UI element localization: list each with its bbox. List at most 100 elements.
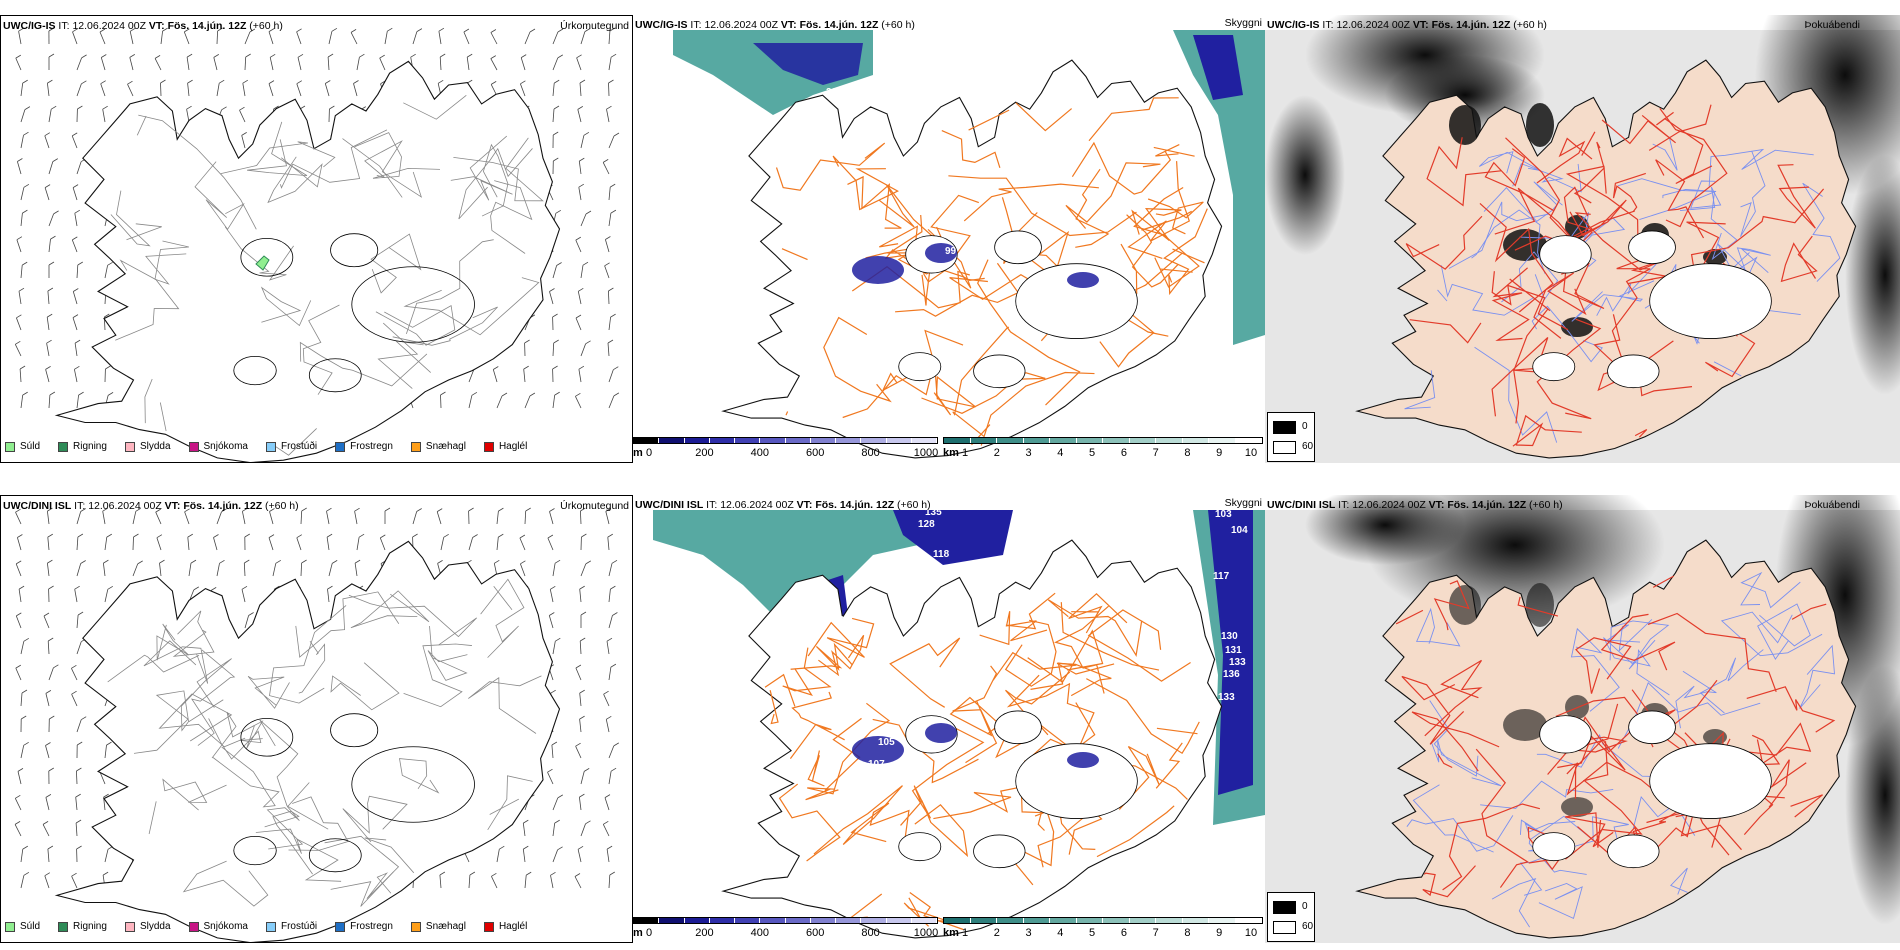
precip-legend-item: Haglél xyxy=(483,441,528,452)
low-ceiling-patches xyxy=(852,723,1099,768)
precip-type-panel-bottom: UWC/DINI ISL IT: 12.06.2024 00Z VT: Fös.… xyxy=(0,495,633,943)
cloud-base-label: 133 xyxy=(1218,692,1235,703)
low-ceiling-patches xyxy=(852,243,1099,288)
precip-legend-item: Snjókoma xyxy=(188,921,248,932)
iceland-coastline xyxy=(721,539,1223,939)
cloud-base-label: 104 xyxy=(1231,525,1248,536)
legend-label: Haglél xyxy=(498,921,528,932)
precip-legend-item: Slydda xyxy=(124,921,171,932)
cloud-base-label: 92 xyxy=(815,117,827,128)
fog-panel-top: UWC/IG-IS IT: 12.06.2024 00Z VT: Fös. 14… xyxy=(1265,15,1900,463)
cloud-base-label: 133 xyxy=(1229,657,1246,668)
legend-label: Frostúði xyxy=(280,921,318,932)
colorbar-tick: 4 xyxy=(1057,927,1064,939)
colorbar-tick: 400 xyxy=(750,927,769,939)
cloud-base-label: 103 xyxy=(1215,509,1232,520)
panel-header: UWC/DINI ISL IT: 12.06.2024 00Z VT: Fös.… xyxy=(3,500,299,512)
legend-swatch xyxy=(124,441,135,452)
colorbar-unit: m xyxy=(633,927,643,939)
precip-legend-item: Haglél xyxy=(483,921,528,932)
legend-swatch xyxy=(410,441,421,452)
colorbar-tick: 7 xyxy=(1152,447,1159,459)
legend-swatch xyxy=(188,441,199,452)
panel-header: UWC/IG-IS IT: 12.06.2024 00Z VT: Fös. 14… xyxy=(635,19,915,31)
colorbar-tick: 5 xyxy=(1089,447,1096,459)
precip-legend-item: Snæhagl xyxy=(410,441,466,452)
colorbar-tick: 200 xyxy=(695,447,714,459)
colorbar-tick: 2 xyxy=(993,447,1000,459)
panel-title: Skyggni xyxy=(1224,17,1262,29)
legend-label: Rigning xyxy=(73,441,107,452)
colorbar-tick: 2 xyxy=(993,927,1000,939)
colorbar-tick: 800 xyxy=(861,447,880,459)
cloud-base-label: 133 xyxy=(891,52,908,63)
cloud-base-label: 89 xyxy=(1111,57,1123,68)
colorbar-unit: km xyxy=(943,447,959,459)
cloud-base-label: 43 xyxy=(853,249,865,260)
legend-label: Súld xyxy=(20,441,41,452)
cloud-base-label: 118 xyxy=(933,549,950,560)
visibility-map-bottom: 1351281181031041171301311331361331071051… xyxy=(653,507,1265,939)
panel-title: Úrkomutegund xyxy=(560,20,629,32)
colorbar-unit: m xyxy=(633,447,643,459)
legend-swatch xyxy=(335,441,346,452)
fog-panel-bottom: UWC/DINI ISL IT: 12.06.2024 00Z VT: Fös.… xyxy=(1265,495,1900,943)
panel-header: UWC/DINI ISL IT: 12.06.2024 00Z VT: Fös.… xyxy=(1267,499,1563,511)
panel-header: UWC/IG-IS IT: 12.06.2024 00Z VT: Fös. 14… xyxy=(3,20,283,32)
colorbar-tick: 10 xyxy=(1244,927,1258,939)
colorbar-tick: 0 xyxy=(645,447,653,459)
fog-map-top xyxy=(1265,15,1900,463)
visibility-colorbar: km 1 2 3 4 5 6 7 8 9 10 xyxy=(943,437,1263,459)
low-ceiling-area xyxy=(753,43,863,85)
visibility-panel-bottom: 135 128 118 103 104 117 130 131 133 136 133 107 105 1… xyxy=(633,495,1265,943)
iceland-coastline xyxy=(721,59,1223,459)
precip-legend-item: Snjókoma xyxy=(188,441,248,452)
colorbar-tick: 10 xyxy=(1244,447,1258,459)
legend-label: Snæhagl xyxy=(425,921,466,932)
legend-swatch xyxy=(265,441,276,452)
fog-inland xyxy=(1449,583,1727,817)
visibility-panel-top: 122 133 89 260 92 745 43 99 UWC/IG-IS IT: 12.06… xyxy=(633,15,1265,463)
precip-legend-item: Frostúði xyxy=(265,921,318,932)
precip-type-panel-top: UWC/IG-IS IT: 12.06.2024 00Z VT: Fös. 14… xyxy=(0,15,633,463)
glacier-outlines xyxy=(233,713,475,873)
legend-swatch xyxy=(58,441,69,452)
precip-legend: Súld Rigning Slydda Snjókoma Frostúði Frostre… xyxy=(5,921,541,932)
colorbar-tick: 1 xyxy=(961,927,969,939)
colorbar-unit: km xyxy=(943,927,959,939)
colorbar-tick: 8 xyxy=(1184,447,1191,459)
legend-label: Haglél xyxy=(498,441,528,452)
iceland-coastline xyxy=(54,60,561,462)
precip-legend-item: Súld xyxy=(5,441,40,452)
low-visibility-sea xyxy=(673,30,1265,345)
cloud-base-label: 116 xyxy=(803,625,820,636)
legend-label: Frostúði xyxy=(280,441,318,452)
iceland-coastline xyxy=(1355,59,1857,459)
legend-swatch xyxy=(483,921,494,932)
colorbar-tick: 3 xyxy=(1025,447,1032,459)
cloud-base-label: 99 xyxy=(945,246,957,257)
precip-legend-item: Frostúði xyxy=(265,441,318,452)
cloud-base-label: 128 xyxy=(918,519,935,530)
road-network xyxy=(107,578,542,907)
visibility-colorbar: km 1 2 3 4 5 6 7 8 9 10 xyxy=(943,917,1263,939)
glacier-outlines xyxy=(1532,230,1772,389)
colorbar-tick: 3 xyxy=(1025,927,1032,939)
ceiling-colorbar: m 0 200 400 600 800 1000 xyxy=(633,437,938,459)
cloud-base-label: 136 xyxy=(1223,669,1240,680)
colorbar-tick: 400 xyxy=(750,447,769,459)
legend-swatch xyxy=(335,921,346,932)
panel-header: UWC/IG-IS IT: 12.06.2024 00Z VT: Fös. 14… xyxy=(1267,19,1547,31)
low-ceiling-area xyxy=(893,510,1013,565)
legend-swatch xyxy=(483,441,494,452)
colorbar-tick: 5 xyxy=(1089,927,1096,939)
colorbar-tick: 600 xyxy=(806,927,825,939)
ceiling-colorbar: m 0 200 400 600 800 1000 xyxy=(633,917,938,939)
legend-label: Súld xyxy=(20,921,41,932)
cloud-base-label: 105 xyxy=(878,737,895,748)
panel-title: Þokuábendi xyxy=(1804,499,1860,511)
colorbar-tick: 9 xyxy=(1216,447,1223,459)
colorbar-tick: 1 xyxy=(961,447,969,459)
colorbar-tick: 9 xyxy=(1216,927,1223,939)
